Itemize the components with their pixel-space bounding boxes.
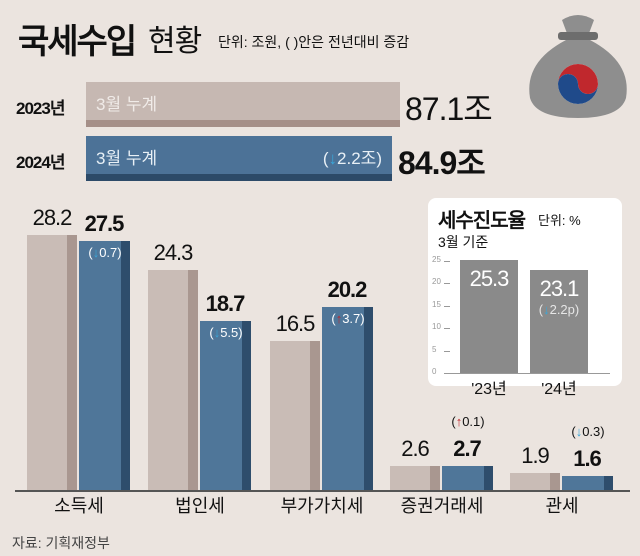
category-label: 관세 [545,496,579,516]
inset-change: (↓2.2p) [538,301,580,317]
total-bar-2023: 3월 누계 [86,82,400,127]
value-2023: 24.3 [153,240,194,266]
bar-2024 [442,465,493,490]
progress-rate-panel: 세수진도율 단위: % 3월 기준 0 5 10 15 20 25 25.3 '23년 23.1… [428,198,622,398]
change-value: 5.5 [220,324,239,340]
down-arrow-icon: ↓ [575,423,583,439]
down-arrow-icon: ↓ [92,245,100,261]
bar-2023 [27,234,77,490]
change-value: 3.7 [342,311,361,327]
y-tick-mark [444,350,450,352]
change-label: (↓0.7) [88,245,122,261]
bar-2024 [79,241,130,490]
total-change: (↓2.2조) [322,149,382,168]
y-tick-label: 20 [432,277,441,287]
y-tick-mark [444,305,450,307]
change-label: (↓0.3) [571,423,605,439]
unit-note: 단위: 조원, ( )안은 전년대비 증감 [218,34,410,50]
y-tick-label: 15 [432,299,441,309]
value-2023: 16.5 [275,310,316,336]
inset-category: '24년 [541,381,577,398]
bar-2024 [562,475,613,490]
change-label: (↑3.7) [331,311,365,327]
value-2024: 27.5 [84,211,125,237]
value-2024: 1.6 [573,445,602,471]
up-arrow-icon: ↑ [335,311,343,327]
value-2023: 28.2 [32,204,73,230]
inset-axis [450,373,610,374]
change-value: 2.2p [549,301,575,317]
bar-2024 [200,320,251,490]
value-2024: 2.7 [453,435,482,461]
money-bag-icon [529,15,627,118]
y-tick-label: 25 [432,255,441,264]
down-arrow-icon: ↓ [328,149,338,168]
value-2023: 2.6 [401,436,430,462]
bar-2023 [390,466,440,490]
value-2024: 20.2 [327,277,368,303]
category-label: 부가가치세 [280,496,364,516]
y-tick-label: 5 [432,344,437,354]
inset-title: 세수진도율 [438,210,526,232]
total-bar-label: 3월 누계 [96,149,158,168]
change-label: (↑0.1) [451,413,485,429]
y-tick-mark [444,373,450,374]
change-value: 0.3 [582,423,601,439]
value-2023: 1.9 [521,442,550,468]
bar-2024 [322,307,373,490]
down-arrow-icon: ↓ [543,301,550,317]
change-value: 0.7 [99,245,118,261]
inset-bar [530,269,588,373]
category-label: 법인세 [175,496,225,516]
bar-2023 [148,270,198,490]
y-tick-label: 0 [432,367,437,376]
total-value-2023: 87.1조 [405,91,493,127]
category-label: 증권거래세 [400,496,484,516]
inset-subtitle: 3월 기준 [438,234,489,250]
y-tick-mark [444,261,450,262]
category-label: 소득세 [54,496,104,516]
source-note: 자료: 기획재정부 [12,535,110,551]
inset-bar [460,259,518,373]
total-value-2024: 84.9조 [398,145,486,181]
inset-unit: 단위: % [538,213,581,228]
page-title: 국세수입 [18,23,137,61]
change-value: 0.1 [462,413,481,429]
inset-value: 25.3 [469,265,510,291]
x-axis [15,490,630,492]
y-tick-label: 10 [432,322,441,332]
down-arrow-icon: ↓ [213,324,221,340]
year-2023-label: 2023년 [16,99,65,118]
inset-value: 23.1 [539,275,580,301]
change-label: (↓5.5) [209,324,243,340]
value-2024: 18.7 [205,290,246,316]
up-arrow-icon: ↑ [455,413,463,429]
year-2024-label: 2024년 [16,153,65,172]
page-title-2: 현황 [148,25,202,58]
total-bar-2024: 3월 누계 (↓2.2조) [86,136,392,181]
bar-2023 [510,472,560,490]
inset-category: '23년 [471,381,507,398]
bar-2023 [270,340,320,490]
y-tick-mark [444,283,450,285]
y-tick-mark [444,328,450,330]
total-bar-label: 3월 누계 [96,95,158,114]
